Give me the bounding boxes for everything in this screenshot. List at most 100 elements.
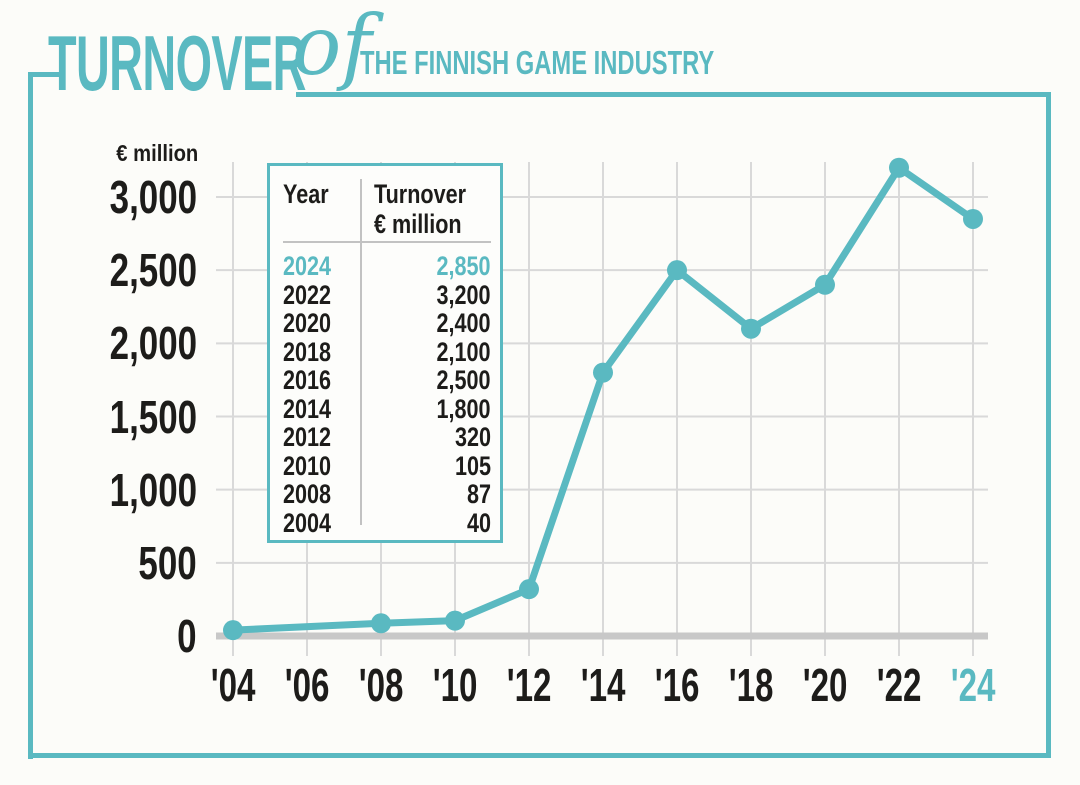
y-tick-text: 1,500 (109, 390, 197, 443)
data-point-2016 (667, 260, 687, 281)
table-cell-year: 2016 (283, 365, 332, 395)
table-cell-year-wrap: 2008 (283, 480, 343, 509)
data-point-2008 (371, 613, 391, 634)
y-tick-label-2500: 2,500 (0, 247, 197, 293)
y-tick-text: 2,000 (109, 317, 197, 370)
table-cell-value-wrap: 2,100 (423, 336, 491, 367)
table-cell-year-wrap: 2022 (283, 279, 343, 310)
table-row-2008: 2008 87 (283, 480, 491, 509)
table-cell-year: 2010 (283, 450, 332, 481)
table-cell-year: 2024 (283, 251, 332, 281)
y-tick-text: 0 (177, 610, 197, 662)
y-tick-label-3000: 3,000 (0, 174, 197, 220)
table-header-rule (283, 241, 491, 243)
table-cell-value: 1,800 (436, 393, 491, 424)
x-tick-label-2004: '04 (178, 659, 288, 711)
x-tick-label-2014: '14 (548, 659, 658, 711)
x-tick-label-2018: '18 (696, 659, 806, 711)
table-cell-value: 2,100 (436, 336, 491, 367)
data-point-2022 (889, 157, 909, 178)
x-tick-text: '12 (506, 659, 552, 711)
table-cell-year-wrap: 2010 (283, 450, 343, 481)
table-cell-year-wrap: 2024 (283, 252, 343, 281)
data-point-2010 (445, 610, 465, 631)
table-header-year-text: Year (283, 179, 329, 209)
frame-border-top-underline (296, 92, 1051, 97)
data-point-2012 (519, 579, 539, 600)
table-row-2004: 2004 40 (283, 507, 491, 538)
x-tick-text: '16 (654, 659, 700, 711)
table-row-2010: 2010 105 (283, 450, 491, 481)
table-cell-value: 320 (454, 422, 491, 452)
x-tick-label-2006: '06 (252, 659, 362, 711)
title-turnover-text: TURNOVER (48, 19, 306, 107)
table-cell-value: 87 (466, 479, 491, 509)
table-cell-value-wrap: 3,200 (423, 279, 491, 310)
y-tick-text: 3,000 (109, 171, 197, 223)
table-cell-value-wrap: 320 (446, 423, 491, 452)
table-header-turnover-line2: € million (374, 209, 462, 239)
table-row-2020: 2020 2,400 (283, 309, 491, 338)
table-cell-year: 2018 (283, 336, 332, 367)
y-tick-label-500: 500 (0, 540, 197, 586)
table-cell-value: 40 (466, 507, 491, 538)
table-cell-year: 2022 (283, 279, 332, 310)
table-cell-value: 2,850 (436, 251, 491, 281)
data-point-2020 (815, 274, 835, 295)
x-tick-label-2016: '16 (622, 659, 732, 711)
table-row-2016: 2016 2,500 (283, 366, 491, 395)
table-cell-value: 2,400 (436, 308, 491, 338)
y-tick-text: 500 (138, 536, 197, 589)
table-cell-year: 2012 (283, 422, 332, 452)
x-tick-label-2012: '12 (474, 659, 584, 711)
table-rows: 2024 2,850 2022 3,200 2020 2,400 2018 2,100 2016… (283, 252, 491, 537)
title-industry: THE FINNISH GAME INDUSTRY (360, 46, 852, 79)
table-cell-value: 2,500 (436, 365, 491, 395)
table-cell-year-wrap: 2012 (283, 423, 343, 452)
data-point-2024 (963, 208, 983, 229)
y-tick-label-0: 0 (0, 613, 197, 659)
title-of-script: of (292, 0, 372, 94)
x-tick-label-2010: '10 (400, 662, 510, 708)
table-cell-value: 105 (454, 450, 491, 481)
table-header-year: Year (283, 179, 340, 209)
frame-border-right (1046, 92, 1051, 758)
x-tick-label-2024: '24 (918, 662, 1028, 708)
table-cell-value-wrap: 40 (461, 507, 491, 538)
table-cell-value-wrap: 105 (446, 450, 491, 481)
table-cell-year-wrap: 2014 (283, 394, 343, 424)
x-tick-label-2022: '22 (844, 662, 954, 708)
table-cell-value-wrap: 1,800 (423, 393, 491, 424)
table-cell-value: 3,200 (436, 279, 491, 310)
data-point-2018 (741, 318, 761, 339)
title-turnover: TURNOVER (48, 24, 478, 102)
table-header-turnover-line1: Turnover (374, 179, 467, 209)
data-point-2004 (223, 620, 243, 641)
table-cell-value-wrap: 2,850 (423, 252, 491, 281)
table-row-2024: 2024 2,850 (283, 252, 491, 281)
x-tick-text: '06 (284, 659, 330, 711)
y-tick-text: 2,500 (109, 244, 197, 297)
data-point-2014 (593, 362, 613, 383)
y-tick-label-1000: 1,000 (0, 467, 197, 513)
x-tick-text: '18 (728, 659, 774, 711)
y-axis-unit-text: € million (115, 140, 198, 166)
x-tick-text: '14 (580, 659, 626, 711)
table-cell-year: 2008 (283, 479, 332, 509)
table-cell-year: 2004 (283, 507, 332, 538)
y-tick-label-1500: 1,500 (0, 394, 197, 440)
frame-border-bottom (28, 753, 1051, 758)
table-row-2018: 2018 2,100 (283, 336, 491, 367)
table-row-2022: 2022 3,200 (283, 279, 491, 310)
y-tick-text: 1,000 (109, 463, 197, 516)
table-cell-year: 2020 (283, 308, 332, 338)
table-row-2014: 2014 1,800 (283, 393, 491, 424)
x-tick-label-2020: '20 (770, 662, 880, 708)
table-header-turnover: Turnover € million (374, 179, 489, 239)
y-axis-unit-label: € million (40, 140, 198, 166)
data-table-inset: Year Turnover € million 2024 2,850 2022 3,2… (267, 163, 503, 543)
frame-border-top-left-hook (28, 72, 64, 77)
table-cell-value-wrap: 87 (461, 480, 491, 509)
x-tick-text: '04 (210, 659, 256, 711)
title-industry-text: THE FINNISH GAME INDUSTRY (360, 44, 715, 81)
